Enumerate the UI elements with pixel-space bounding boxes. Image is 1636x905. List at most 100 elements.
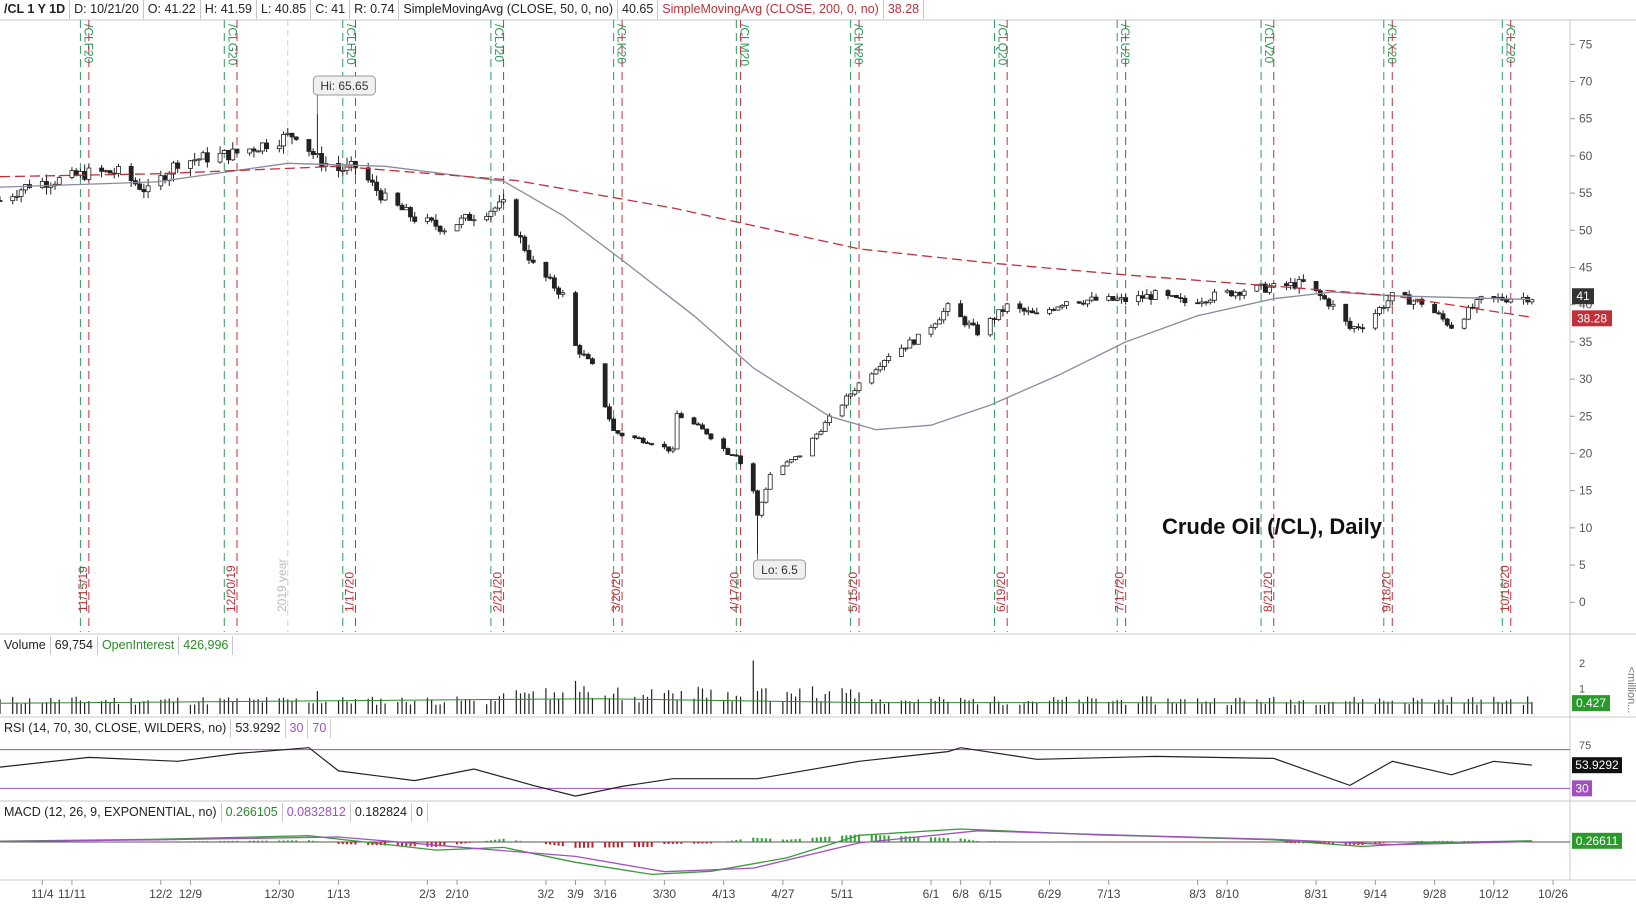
candle-body: [543, 261, 549, 278]
y-tick-label: 5: [1579, 558, 1586, 572]
rsi-tag: [1572, 757, 1622, 774]
expiration-label: 9/18/20: [1379, 572, 1393, 612]
candle-body: [251, 148, 257, 152]
x-tick-label: 4/27: [771, 887, 795, 901]
sma200-label[interactable]: SimpleMovingAvg (CLOSE, 200, 0, no): [658, 0, 884, 19]
open-interest-line: [0, 698, 1532, 704]
candle-body: [1406, 294, 1412, 305]
sma50-label[interactable]: SimpleMovingAvg (CLOSE, 50, 0, no): [399, 0, 618, 19]
candle-body: [678, 413, 684, 419]
candle-body: [264, 142, 270, 150]
candle-body: [27, 184, 33, 188]
x-tick-label: 12/2: [149, 887, 173, 901]
candle-body: [733, 454, 739, 457]
candle-body: [501, 199, 506, 203]
candle-body: [1203, 301, 1209, 304]
candle-body: [137, 183, 143, 190]
expiration-label: 4/17/20: [728, 572, 742, 612]
range-readout: R: 0.74: [350, 0, 400, 19]
candle-body: [22, 184, 28, 191]
expiration-label: 3/20/20: [609, 572, 623, 612]
candle-body: [1360, 327, 1366, 330]
expiration-label: 7/17/20: [1113, 572, 1127, 612]
x-tick-label: 7/13: [1097, 887, 1121, 901]
candle-body: [1254, 284, 1260, 292]
candle-body: [247, 148, 253, 154]
candle-body: [86, 167, 92, 180]
candle-body: [1385, 300, 1391, 308]
candle-body: [962, 316, 968, 326]
candle-body: [1351, 326, 1357, 329]
close-readout: C: 41: [311, 0, 351, 19]
symbol-label[interactable]: /CL 1 Y 1D: [0, 0, 71, 19]
candle-body: [1114, 298, 1120, 301]
last-price-tag: [1572, 288, 1594, 305]
candle-body: [82, 171, 88, 180]
candle-body: [1440, 313, 1446, 320]
open-readout: O: 41.22: [144, 0, 201, 19]
candle-body: [463, 214, 468, 219]
candle-body: [1271, 283, 1277, 288]
x-tick-label: 6/1: [923, 887, 940, 901]
candle-body: [340, 169, 346, 172]
candle-body: [615, 430, 621, 434]
contract-roll-label: /CLK20: [615, 24, 629, 64]
candle-body: [1021, 308, 1027, 312]
candle-body: [336, 162, 341, 171]
candle-body: [133, 180, 138, 185]
candle-body: [573, 292, 578, 346]
candle-body: [1076, 301, 1082, 304]
candle-body: [1284, 283, 1289, 286]
candle-body: [547, 276, 553, 279]
y-tick-label: 75: [1579, 37, 1593, 51]
candle-body: [1152, 290, 1158, 300]
candle-body: [763, 488, 769, 503]
hi-callout-box: [312, 75, 376, 96]
volume-tag: [1572, 695, 1610, 712]
candle-body: [1055, 306, 1061, 311]
candle-body: [1317, 290, 1323, 296]
candle-body: [1148, 294, 1154, 300]
candle-body: [945, 303, 951, 312]
candle-body: [882, 360, 887, 367]
contract-roll-label: /CLG20: [225, 24, 239, 66]
open-interest-label[interactable]: OpenInterest: [98, 636, 180, 655]
candle-body: [395, 192, 401, 206]
candle-body: [1229, 290, 1234, 297]
candle-body: [1499, 296, 1505, 301]
candle-body: [103, 170, 109, 173]
candle-body: [1322, 295, 1327, 300]
candle-body: [827, 415, 832, 424]
candle-body: [877, 365, 883, 371]
x-tick-label: 1/13: [327, 887, 351, 901]
candle-body: [1237, 292, 1243, 296]
candle-body: [171, 162, 176, 175]
volume-tick-label: 2: [1579, 658, 1585, 670]
rsi-line: [0, 747, 1532, 797]
macd-label[interactable]: MACD (12, 26, 9, EXPONENTIAL, no): [0, 803, 222, 822]
candle-body: [987, 318, 993, 336]
candle-body: [289, 132, 295, 138]
rsi-level-tag: [1572, 780, 1592, 797]
candle-body: [399, 204, 405, 211]
expiration-label: 12/20/19: [224, 565, 238, 612]
candle-body: [928, 326, 934, 335]
volume-tick-label: 1: [1579, 684, 1585, 696]
contract-roll-label: /CLM20: [737, 24, 751, 66]
candle-body: [1461, 318, 1467, 329]
candle-body: [1262, 283, 1268, 293]
candle-body: [1415, 298, 1421, 302]
candle-body: [374, 181, 380, 192]
candle-body: [39, 181, 45, 188]
candle-body: [0, 200, 3, 202]
rsi-label[interactable]: RSI (14, 70, 30, CLOSE, WILDERS, no): [0, 719, 232, 738]
candle-body: [636, 437, 642, 440]
candle-body: [1491, 296, 1497, 299]
volume-label[interactable]: Volume: [0, 636, 51, 655]
volume-header: Volume 69,754 OpenInterest 426,996: [0, 636, 234, 655]
x-tick-label: 10/26: [1538, 887, 1568, 901]
x-tick-label: 11/11: [58, 887, 87, 901]
candle-body: [704, 428, 710, 435]
candle-body: [1449, 324, 1454, 329]
